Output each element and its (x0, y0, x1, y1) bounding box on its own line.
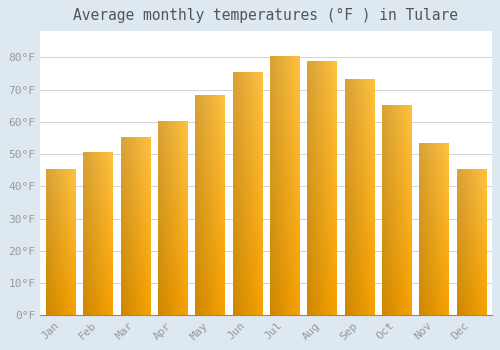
Bar (158, 122, 187, 315)
Bar (382, 106, 411, 315)
Bar (344, 80, 374, 315)
Bar (121, 138, 150, 315)
Bar (196, 96, 224, 315)
Bar (420, 145, 448, 315)
Bar (84, 153, 112, 315)
Bar (456, 170, 486, 315)
Bar (270, 57, 299, 315)
Title: Average monthly temperatures (°F ) in Tulare: Average monthly temperatures (°F ) in Tu… (74, 8, 458, 23)
Bar (308, 62, 336, 315)
Bar (232, 74, 262, 315)
Bar (46, 170, 76, 315)
